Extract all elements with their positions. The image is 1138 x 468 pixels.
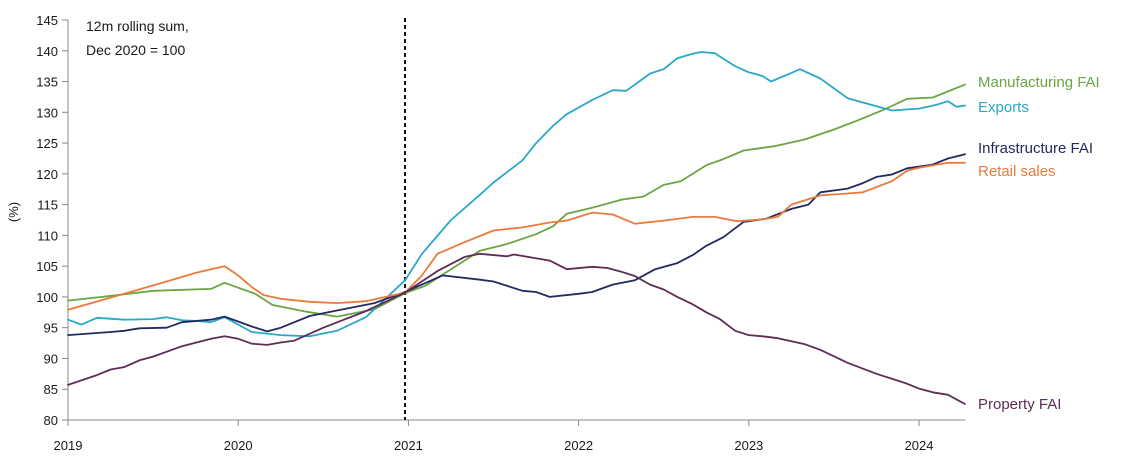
axes	[67, 20, 965, 421]
y-axis-ticks: 80 85 90 95 100 105 110 115 120 125 130 135 140 145	[36, 13, 68, 428]
y-tick-label: 80	[44, 413, 58, 428]
y-tick-label: 145	[36, 13, 58, 28]
y-tick-label: 135	[36, 75, 58, 90]
x-axis-ticks: 2019 2020 2021 2022 2023 2024	[54, 420, 934, 453]
series-label-infrastructure-fai: Infrastructure FAI	[978, 140, 1093, 157]
series-line-infrastructure-fai	[67, 153, 966, 337]
y-tick-label: 110	[37, 228, 58, 243]
x-tick-label: 2023	[734, 438, 763, 453]
y-tick-label: 90	[44, 351, 58, 366]
series-label-manufacturing-fai: Manufacturing FAI	[978, 74, 1100, 91]
x-tick-label: 2021	[394, 438, 423, 453]
y-tick-label: 115	[37, 198, 58, 213]
series-line-retail-sales	[67, 161, 966, 311]
series-line-manufacturing-fai	[67, 83, 966, 318]
y-axis-title: (%)	[6, 202, 21, 222]
series-line-exports	[67, 51, 966, 338]
y-tick-label: 100	[36, 290, 58, 305]
y-tick-label: 95	[44, 321, 58, 336]
x-tick-label: 2024	[905, 438, 934, 453]
y-tick-label: 105	[36, 259, 58, 274]
annotation-line-1: 12m rolling sum,	[86, 18, 189, 34]
annotation-line-2: Dec 2020 = 100	[86, 42, 185, 58]
series-lines	[67, 51, 966, 405]
y-tick-label: 120	[36, 167, 58, 182]
series-line-property-fai	[67, 252, 966, 405]
y-tick-label: 125	[36, 136, 58, 151]
y-tick-label: 130	[36, 105, 58, 120]
x-tick-label: 2019	[54, 438, 83, 453]
series-label-retail-sales: Retail sales	[978, 163, 1056, 180]
y-tick-label: 140	[36, 44, 58, 59]
y-tick-label: 85	[44, 382, 58, 397]
series-label-exports: Exports	[978, 99, 1029, 116]
x-tick-label: 2022	[564, 438, 593, 453]
series-label-property-fai: Property FAI	[978, 396, 1061, 413]
x-tick-label: 2020	[224, 438, 253, 453]
